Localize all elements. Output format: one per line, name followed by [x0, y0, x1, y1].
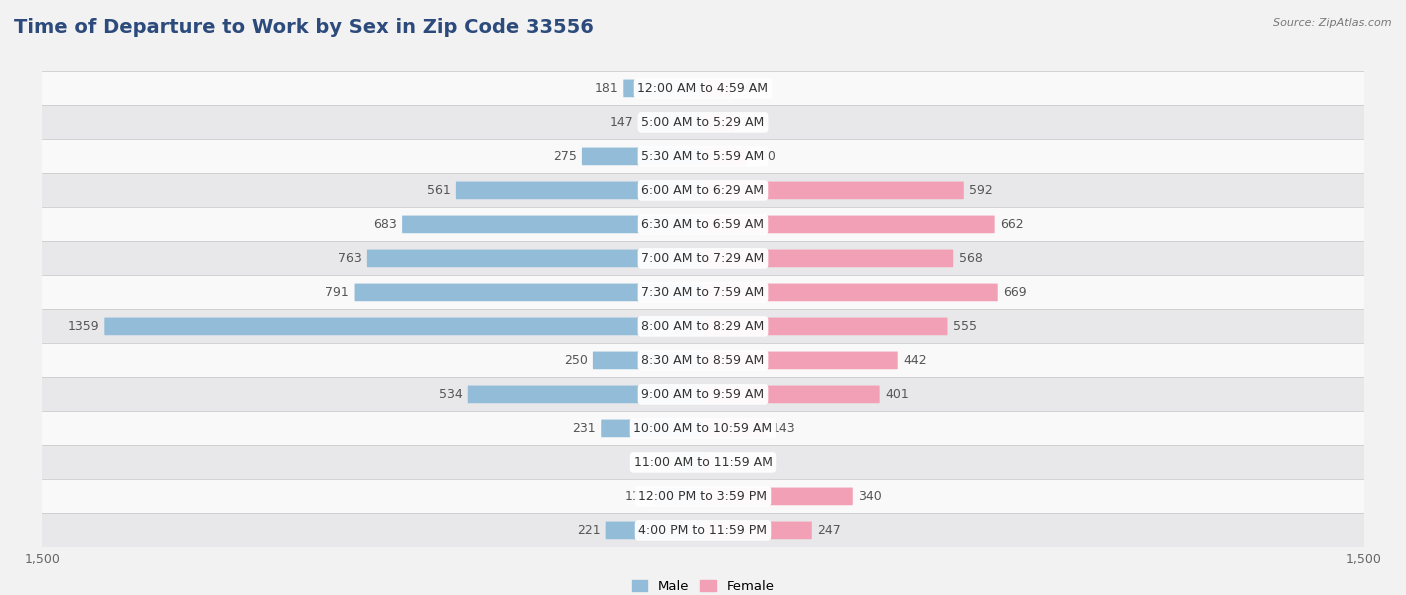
Text: 763: 763: [337, 252, 361, 265]
Text: 8:00 AM to 8:29 AM: 8:00 AM to 8:29 AM: [641, 320, 765, 333]
Text: 147: 147: [609, 116, 633, 129]
FancyBboxPatch shape: [42, 480, 1364, 513]
Text: 534: 534: [439, 388, 463, 401]
FancyBboxPatch shape: [42, 208, 1364, 242]
Text: 5:30 AM to 5:59 AM: 5:30 AM to 5:59 AM: [641, 150, 765, 163]
FancyBboxPatch shape: [42, 446, 1364, 480]
Text: 401: 401: [884, 388, 908, 401]
FancyBboxPatch shape: [703, 352, 897, 369]
FancyBboxPatch shape: [104, 318, 703, 335]
FancyBboxPatch shape: [593, 352, 703, 369]
FancyBboxPatch shape: [703, 215, 994, 233]
FancyBboxPatch shape: [42, 343, 1364, 377]
Text: 1359: 1359: [67, 320, 98, 333]
Text: 14: 14: [714, 456, 730, 469]
Text: 12:00 AM to 4:59 AM: 12:00 AM to 4:59 AM: [637, 82, 769, 95]
FancyBboxPatch shape: [367, 249, 703, 267]
Text: 7:30 AM to 7:59 AM: 7:30 AM to 7:59 AM: [641, 286, 765, 299]
Text: 669: 669: [1002, 286, 1026, 299]
Text: 4:00 PM to 11:59 PM: 4:00 PM to 11:59 PM: [638, 524, 768, 537]
FancyBboxPatch shape: [602, 419, 703, 437]
FancyBboxPatch shape: [638, 114, 703, 131]
Text: 9:00 AM to 9:59 AM: 9:00 AM to 9:59 AM: [641, 388, 765, 401]
Text: 66: 66: [737, 82, 754, 95]
FancyBboxPatch shape: [703, 419, 766, 437]
FancyBboxPatch shape: [456, 181, 703, 199]
FancyBboxPatch shape: [42, 377, 1364, 411]
FancyBboxPatch shape: [42, 139, 1364, 173]
Text: 55: 55: [658, 456, 673, 469]
Text: 181: 181: [595, 82, 619, 95]
FancyBboxPatch shape: [42, 513, 1364, 547]
FancyBboxPatch shape: [582, 148, 703, 165]
FancyBboxPatch shape: [654, 487, 703, 505]
Text: 231: 231: [572, 422, 596, 435]
FancyBboxPatch shape: [42, 411, 1364, 446]
Text: 112: 112: [624, 490, 648, 503]
Text: 340: 340: [858, 490, 882, 503]
FancyBboxPatch shape: [703, 80, 733, 97]
Text: 275: 275: [553, 150, 576, 163]
FancyBboxPatch shape: [703, 249, 953, 267]
Text: 8:30 AM to 8:59 AM: 8:30 AM to 8:59 AM: [641, 354, 765, 367]
Text: 143: 143: [772, 422, 794, 435]
Legend: Male, Female: Male, Female: [626, 574, 780, 595]
FancyBboxPatch shape: [402, 215, 703, 233]
FancyBboxPatch shape: [703, 487, 853, 505]
FancyBboxPatch shape: [679, 453, 703, 471]
FancyBboxPatch shape: [42, 275, 1364, 309]
Text: 72: 72: [740, 116, 756, 129]
Text: 662: 662: [1000, 218, 1024, 231]
FancyBboxPatch shape: [703, 148, 747, 165]
FancyBboxPatch shape: [354, 284, 703, 301]
FancyBboxPatch shape: [42, 173, 1364, 208]
Text: 6:00 AM to 6:29 AM: 6:00 AM to 6:29 AM: [641, 184, 765, 197]
Text: 12:00 PM to 3:59 PM: 12:00 PM to 3:59 PM: [638, 490, 768, 503]
FancyBboxPatch shape: [42, 309, 1364, 343]
FancyBboxPatch shape: [703, 114, 735, 131]
FancyBboxPatch shape: [606, 522, 703, 539]
FancyBboxPatch shape: [703, 453, 709, 471]
FancyBboxPatch shape: [703, 318, 948, 335]
FancyBboxPatch shape: [42, 242, 1364, 275]
FancyBboxPatch shape: [623, 80, 703, 97]
Text: Source: ZipAtlas.com: Source: ZipAtlas.com: [1274, 18, 1392, 28]
Text: 100: 100: [752, 150, 776, 163]
Text: 561: 561: [427, 184, 450, 197]
Text: 5:00 AM to 5:29 AM: 5:00 AM to 5:29 AM: [641, 116, 765, 129]
Text: 247: 247: [817, 524, 841, 537]
Text: 221: 221: [576, 524, 600, 537]
Text: 6:30 AM to 6:59 AM: 6:30 AM to 6:59 AM: [641, 218, 765, 231]
Text: 442: 442: [903, 354, 927, 367]
Text: 250: 250: [564, 354, 588, 367]
FancyBboxPatch shape: [42, 71, 1364, 105]
FancyBboxPatch shape: [703, 386, 880, 403]
Text: 568: 568: [959, 252, 983, 265]
Text: 10:00 AM to 10:59 AM: 10:00 AM to 10:59 AM: [634, 422, 772, 435]
FancyBboxPatch shape: [468, 386, 703, 403]
Text: 11:00 AM to 11:59 AM: 11:00 AM to 11:59 AM: [634, 456, 772, 469]
Text: 7:00 AM to 7:29 AM: 7:00 AM to 7:29 AM: [641, 252, 765, 265]
FancyBboxPatch shape: [703, 181, 963, 199]
Text: 683: 683: [373, 218, 396, 231]
Text: 555: 555: [953, 320, 977, 333]
Text: 592: 592: [969, 184, 993, 197]
Text: 791: 791: [326, 286, 349, 299]
FancyBboxPatch shape: [703, 284, 998, 301]
FancyBboxPatch shape: [42, 105, 1364, 139]
Text: Time of Departure to Work by Sex in Zip Code 33556: Time of Departure to Work by Sex in Zip …: [14, 18, 593, 37]
FancyBboxPatch shape: [703, 522, 811, 539]
